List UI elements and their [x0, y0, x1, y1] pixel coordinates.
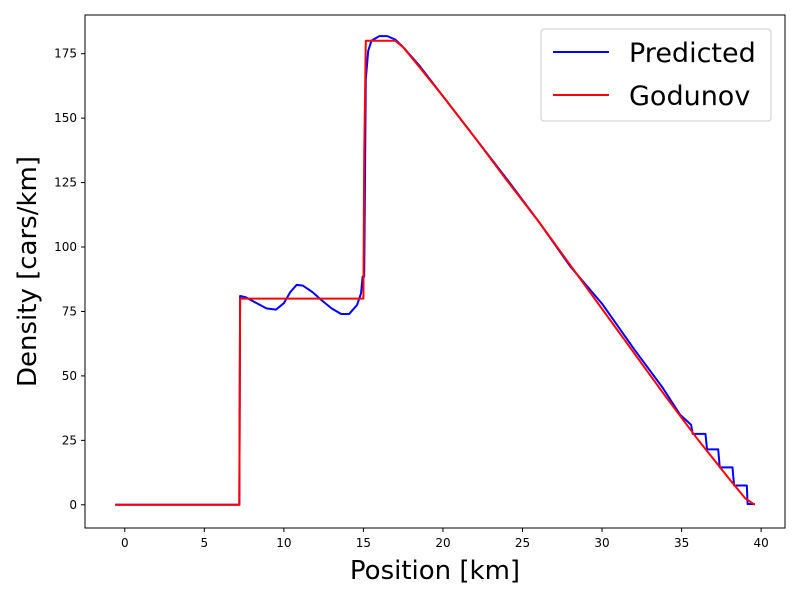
series-layer: [115, 35, 756, 506]
x-tick-label: 10: [276, 536, 291, 550]
x-tick-label: 20: [435, 536, 450, 550]
legend-label-godunov: Godunov: [629, 81, 750, 112]
y-tick-label: 175: [54, 47, 77, 61]
plot-frame: [84, 14, 786, 529]
y-axis-ticks: 0 25 50 75 100 125 150 175: [54, 47, 85, 512]
x-tick-label: 15: [356, 536, 371, 550]
x-tick-label: 5: [200, 536, 208, 550]
y-axis-label: Density [cars/km]: [13, 156, 43, 387]
y-tick-label: 75: [62, 304, 77, 318]
x-axis-label: Position [km]: [350, 556, 520, 586]
x-axis-ticks: 0 5 10 15 20 25 30 35 40: [121, 528, 769, 550]
series-line-godunov: [115, 39, 756, 506]
y-tick-label: 150: [54, 111, 77, 125]
y-tick-label: 25: [62, 433, 77, 447]
y-tick-label: 0: [69, 498, 77, 512]
y-tick-label: 125: [54, 176, 77, 190]
x-tick-label: 25: [515, 536, 530, 550]
x-tick-label: 35: [674, 536, 689, 550]
x-tick-label: 40: [753, 536, 768, 550]
legend: Predicted Godunov: [540, 28, 772, 122]
x-tick-label: 0: [121, 536, 129, 550]
x-tick-label: 30: [594, 536, 609, 550]
series-line-predicted: [115, 35, 755, 506]
legend-label-predicted: Predicted: [629, 38, 756, 69]
y-tick-label: 50: [62, 369, 77, 383]
y-tick-label: 100: [54, 240, 77, 254]
